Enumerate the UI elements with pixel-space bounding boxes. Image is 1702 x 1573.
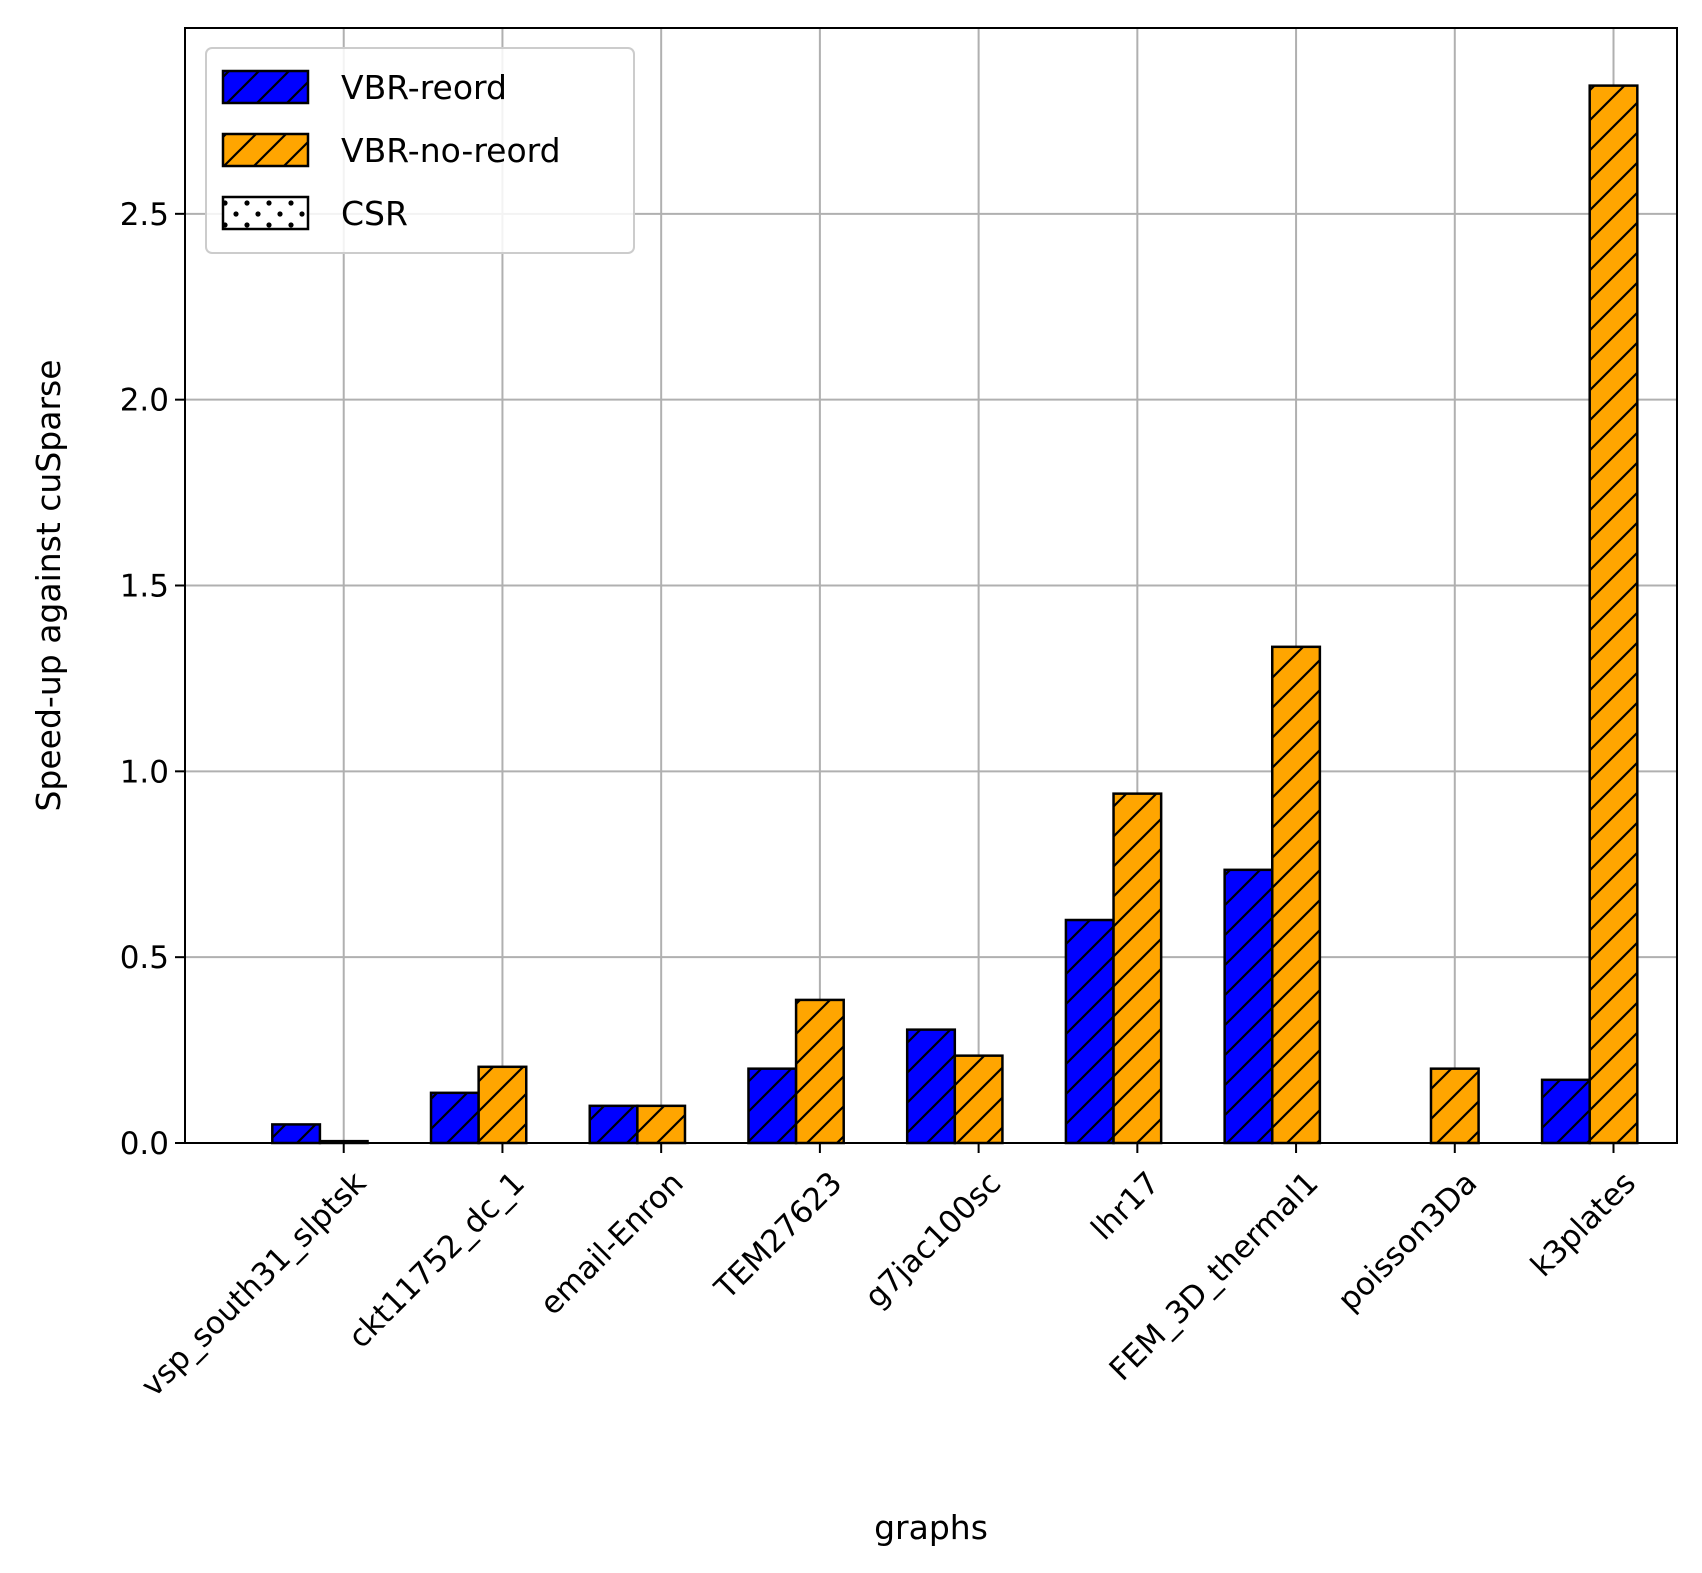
legend-label: VBR-no-reord (341, 131, 561, 170)
bar-vbr-no-reord (1429, 1067, 1480, 1145)
x-tick-label: g7jac100sc (858, 1165, 1008, 1315)
bar-hatch (747, 1067, 798, 1145)
bar-vbr-no-reord (794, 998, 845, 1145)
bar-hatch (588, 1104, 639, 1145)
bar-hatch (271, 1123, 322, 1145)
bar-vbr-reord (905, 1028, 957, 1145)
bar-hatch (1112, 792, 1163, 1145)
legend-swatch-hatch (221, 195, 310, 231)
bar-hatch (636, 1104, 687, 1145)
y-tick-label: 2.0 (120, 383, 169, 419)
y-tick-label: 0.5 (120, 940, 169, 976)
x-tick-label: k3plates (1524, 1165, 1643, 1284)
y-axis-label: Speed-up against cuSparse (29, 359, 68, 811)
bar-vbr-reord (271, 1123, 322, 1145)
bar-vbr-reord (747, 1067, 798, 1145)
legend-item: CSR (221, 194, 408, 233)
bar-vbr-reord (1540, 1078, 1591, 1145)
bar-hatch (1588, 84, 1639, 1145)
bar-hatch (429, 1091, 480, 1145)
bar-vbr-reord (1223, 868, 1274, 1145)
bar-vbr-no-reord (477, 1065, 528, 1145)
y-tick-label: 0.0 (120, 1126, 169, 1162)
bar-hatch (1429, 1067, 1480, 1145)
legend: VBR-reord VBR-no-reord CSR (205, 47, 635, 254)
bar-hatch (477, 1065, 528, 1145)
x-tick-label: ckt11752_dc_1 (342, 1165, 532, 1355)
bar-hatch (1271, 645, 1322, 1145)
x-tick-label: poisson3Da (1331, 1165, 1484, 1318)
bar-hatch (794, 998, 845, 1145)
y-tick-label: 1.0 (120, 754, 169, 790)
legend-swatch-hatch (221, 69, 310, 105)
bar-hatch (1223, 868, 1274, 1145)
x-axis-label: graphs (874, 1508, 988, 1547)
y-tick-label: 2.5 (120, 197, 169, 233)
y-tick-label: 1.5 (120, 569, 169, 605)
legend-box (205, 47, 635, 254)
bar-vbr-no-reord (953, 1054, 1004, 1145)
legend-label: CSR (341, 194, 408, 233)
x-tick-label: email-Enron (533, 1165, 690, 1322)
legend-label: VBR-reord (341, 68, 507, 107)
x-tick-label: vsp_south31_slptsk (134, 1165, 373, 1404)
bar-vbr-reord (588, 1104, 639, 1145)
bar-hatch (1064, 918, 1115, 1145)
bar-hatch (953, 1054, 1004, 1145)
bar-vbr-no-reord (1588, 84, 1639, 1145)
bar-vbr-reord (1064, 918, 1115, 1145)
bar-vbr-no-reord (1271, 645, 1322, 1145)
bar-hatch (1540, 1078, 1591, 1145)
bars (271, 84, 1639, 1145)
bar-vbr-no-reord (636, 1104, 687, 1145)
axis-ticks: 0.0 0.5 1.0 1.5 2.0 2.5 vsp_south31_slptskckt1… (120, 197, 1643, 1404)
x-tick-label: lhr17 (1084, 1165, 1166, 1247)
legend-item: VBR-reord (221, 68, 507, 107)
legend-swatch-hatch (221, 132, 310, 168)
bar-hatch (905, 1028, 957, 1145)
x-tick-label: TEM27623 (707, 1165, 849, 1307)
bar-vbr-reord (429, 1091, 480, 1145)
bar-vbr-no-reord (1112, 792, 1163, 1145)
legend-item: VBR-no-reord (221, 131, 561, 170)
